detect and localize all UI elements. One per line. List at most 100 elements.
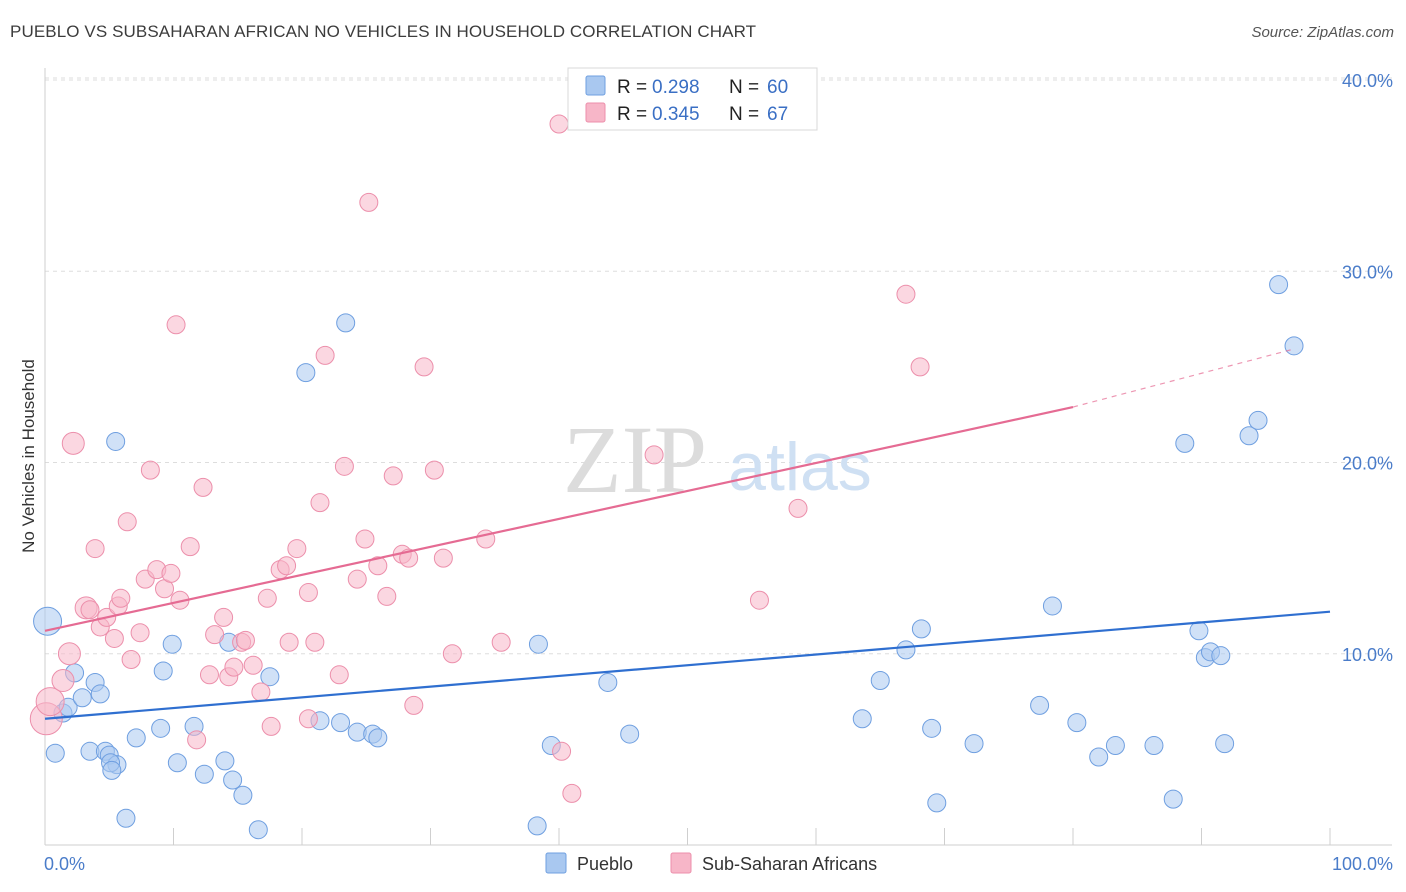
legend-box	[567, 67, 818, 131]
y-tick-label-1: 20.0%	[1342, 454, 1393, 474]
subsaharan-point-12	[111, 588, 131, 608]
subsaharan-point-64	[552, 741, 572, 761]
subsaharan-point-26	[199, 665, 219, 685]
subsaharan-point-48	[347, 569, 367, 589]
pueblo-point-15	[116, 808, 136, 828]
subsaharan-trend-line	[44, 405, 1074, 632]
pueblo-point-29	[296, 363, 316, 383]
pueblo-point-52	[1105, 736, 1125, 756]
pueblo-point-44	[911, 619, 931, 639]
pueblo-trend-line	[44, 610, 1331, 720]
pueblo-point-64	[1284, 336, 1304, 356]
subsaharan-point-3	[57, 642, 81, 666]
pueblo-point-50	[1067, 713, 1087, 733]
subsaharan-point-63	[549, 114, 569, 134]
y-tick-label-3: 40.0%	[1342, 71, 1393, 91]
pueblo-point-23	[215, 751, 235, 771]
pueblo-point-46	[922, 718, 942, 738]
pueblo-point-42	[870, 671, 890, 691]
series-legend-swatch-subsaharan	[670, 852, 692, 874]
pueblo-point-43	[896, 640, 916, 660]
subsaharan-point-24	[187, 730, 207, 750]
subsaharan-point-28	[214, 607, 234, 627]
subsaharan-point-42	[298, 583, 318, 603]
subsaharan-point-25	[193, 477, 213, 497]
pueblo-point-39	[598, 672, 618, 692]
pueblo-point-53	[1144, 736, 1164, 756]
subsaharan-point-10	[104, 628, 124, 648]
subsaharan-point-53	[383, 466, 403, 486]
subsaharan-point-70	[910, 357, 930, 377]
series-legend-swatch-pueblo	[545, 852, 567, 874]
subsaharan-point-67	[749, 590, 769, 610]
subsaharan-point-39	[279, 632, 299, 652]
pueblo-point-28	[260, 667, 280, 687]
subsaharan-point-15	[130, 623, 150, 643]
subsaharan-point-57	[414, 357, 434, 377]
subsaharan-point-35	[257, 588, 277, 608]
subsaharan-point-66	[644, 445, 664, 465]
pueblo-point-35	[368, 728, 388, 748]
subsaharan-point-27	[205, 625, 225, 645]
subsaharan-point-65	[562, 783, 582, 803]
series-subsaharan	[29, 114, 930, 803]
pueblo-point-55	[1175, 433, 1195, 453]
subsaharan-point-23	[180, 537, 200, 557]
subsaharan-point-44	[310, 493, 330, 513]
pueblo-point-41	[852, 709, 872, 729]
pueblo-point-63	[1269, 275, 1289, 295]
pueblo-point-32	[331, 713, 351, 733]
series-pueblo	[33, 275, 1304, 840]
y-axis-label: No Vehicles in Household	[19, 359, 38, 553]
series-legend-label-subsaharan: Sub-Saharan Africans	[702, 854, 877, 874]
series-legend: Pueblo Sub-Saharan Africans	[545, 852, 877, 874]
pueblo-point-13	[102, 760, 122, 780]
pueblo-point-22	[194, 764, 214, 784]
subsaharan-point-7	[85, 539, 105, 559]
pueblo-point-14	[106, 431, 126, 451]
y-tick-label-2: 30.0%	[1342, 262, 1393, 282]
subsaharan-point-46	[329, 665, 349, 685]
subsaharan-point-20	[161, 563, 181, 583]
pueblo-point-5	[72, 688, 92, 708]
legend: R = 0.298 N = 60 R = 0.345 N = 67	[567, 67, 818, 131]
pueblo-point-16	[126, 728, 146, 748]
subsaharan-point-30	[224, 657, 244, 677]
subsaharan-point-34	[251, 682, 271, 702]
subsaharan-point-40	[287, 539, 307, 559]
pueblo-point-47	[964, 734, 984, 754]
subsaharan-point-43	[305, 632, 325, 652]
subsaharan-point-36	[261, 716, 281, 736]
subsaharan-point-49	[355, 529, 375, 549]
chart-title: PUEBLO VS SUBSAHARAN AFRICAN NO VEHICLES…	[10, 22, 757, 41]
source-label: Source: ZipAtlas.com	[1251, 24, 1394, 41]
subsaharan-point-58	[424, 460, 444, 480]
pueblo-point-37	[528, 634, 548, 654]
subsaharan-point-2	[51, 669, 75, 693]
pueblo-point-27	[248, 820, 268, 840]
legend-n-value-pueblo: 60	[767, 77, 788, 98]
pueblo-point-19	[162, 634, 182, 654]
subsaharan-point-17	[140, 460, 160, 480]
legend-n-label-pueblo: N =	[729, 77, 759, 98]
subsaharan-point-68	[788, 498, 808, 518]
subsaharan-point-6	[80, 600, 100, 620]
subsaharan-point-13	[117, 512, 137, 532]
subsaharan-point-56	[404, 695, 424, 715]
pueblo-point-40	[620, 724, 640, 744]
subsaharan-point-51	[368, 556, 388, 576]
legend-r-label-subsaharan: R =	[617, 104, 647, 125]
subsaharan-point-32	[235, 630, 255, 650]
pueblo-point-17	[151, 718, 171, 738]
pueblo-point-31	[336, 313, 356, 333]
data-points	[29, 114, 1304, 840]
subsaharan-point-38	[277, 556, 297, 576]
x-tick-label-min: 0.0%	[44, 854, 85, 874]
watermark-zip: ZIP	[563, 406, 707, 513]
subsaharan-point-33	[243, 655, 263, 675]
subsaharan-point-21	[166, 315, 186, 335]
pueblo-point-54	[1163, 789, 1183, 809]
pueblo-point-1	[45, 743, 65, 763]
pueblo-point-51	[1089, 747, 1109, 767]
